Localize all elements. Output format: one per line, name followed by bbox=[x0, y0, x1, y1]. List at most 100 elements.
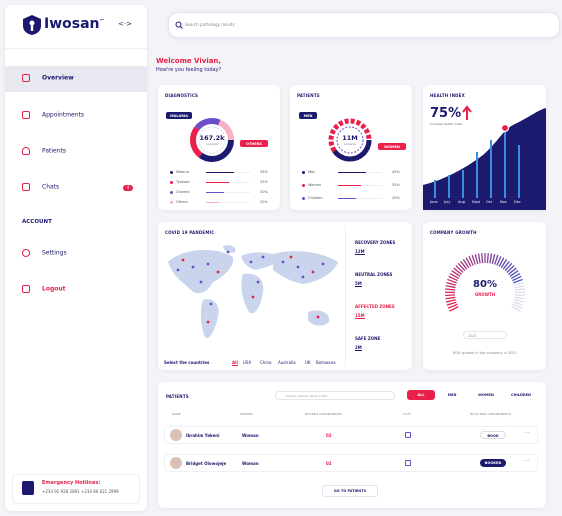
account-heading: ACCOUNT bbox=[22, 219, 52, 225]
brand-name: Iwosan bbox=[44, 16, 100, 32]
legend-value: 25% bbox=[260, 180, 268, 184]
donut bbox=[328, 118, 372, 162]
map-dot bbox=[199, 280, 203, 284]
gauge-tick bbox=[489, 253, 493, 264]
search-icon bbox=[175, 21, 183, 29]
divider bbox=[5, 48, 147, 49]
more-menu[interactable]: ··· bbox=[524, 458, 530, 465]
zone-label: SAFE ZONE bbox=[355, 336, 381, 341]
filter-tab[interactable]: CHILDREN bbox=[511, 393, 531, 397]
hotline-numbers: +234 92 928 2891 +234 60 621 2999 bbox=[42, 489, 119, 494]
select-label: Select the countries bbox=[164, 360, 210, 365]
donut bbox=[190, 118, 234, 162]
gauge-tick bbox=[477, 253, 481, 264]
month-label: Nov bbox=[500, 200, 507, 204]
filter-tab[interactable]: MEN bbox=[447, 393, 457, 397]
gauge-tick bbox=[448, 275, 458, 282]
map-dot bbox=[191, 265, 195, 269]
gauge-tick bbox=[509, 270, 519, 277]
nav-label: Appointments bbox=[42, 111, 85, 119]
map-dot bbox=[176, 268, 180, 272]
map-dot bbox=[321, 262, 325, 266]
health-caption: Increase health index bbox=[430, 122, 463, 126]
gauge bbox=[444, 253, 526, 312]
gauge-tick bbox=[512, 303, 523, 309]
nav-chats[interactable]: Chats bbox=[22, 183, 59, 191]
legend-value: 45% bbox=[392, 170, 400, 174]
nav-settings[interactable]: Settings bbox=[22, 249, 67, 257]
patient-gender: Woman bbox=[242, 461, 259, 466]
hotline-box bbox=[12, 474, 140, 504]
card-title: HEALTH INDEX bbox=[430, 93, 465, 98]
nav-appointments[interactable]: Appointments bbox=[22, 111, 84, 119]
legend-dot bbox=[302, 184, 305, 187]
legend-label: Typhoid bbox=[176, 180, 190, 184]
gauge-tick bbox=[512, 275, 522, 282]
country-option[interactable]: All bbox=[232, 360, 238, 366]
gauge-tick bbox=[471, 254, 476, 265]
gauge-tick bbox=[445, 288, 456, 291]
gauge-tick bbox=[462, 259, 470, 269]
gauge-tick bbox=[498, 257, 505, 267]
nav-patients[interactable]: Patients bbox=[22, 147, 66, 155]
map-dot bbox=[296, 265, 300, 269]
filter-tab[interactable]: ALL bbox=[407, 390, 435, 400]
map-dot bbox=[249, 260, 253, 264]
country-option[interactable]: China bbox=[260, 360, 272, 365]
legend-dot bbox=[302, 171, 305, 174]
month-label: Dec bbox=[514, 200, 521, 204]
gauge-tick bbox=[449, 272, 460, 279]
gauge-tick bbox=[445, 296, 456, 300]
map-dot bbox=[181, 258, 185, 262]
book-button[interactable]: BOOK bbox=[480, 431, 506, 439]
zone-label: AFFECTED ZONES bbox=[355, 304, 395, 309]
legend-track bbox=[206, 191, 250, 193]
patient-name: Ibrahim Yekeni bbox=[186, 433, 220, 438]
gauge-tick bbox=[481, 253, 484, 264]
gauge-tick bbox=[453, 267, 462, 275]
donut-label: patients bbox=[205, 142, 219, 146]
map-dot bbox=[311, 270, 315, 274]
country-option[interactable]: USA bbox=[243, 360, 252, 365]
gauge-tick bbox=[445, 285, 456, 289]
donut-label: patients bbox=[343, 142, 357, 146]
year-select[interactable]: 2021 bbox=[463, 331, 507, 339]
legend-label: Children bbox=[308, 196, 323, 200]
chat-icon[interactable] bbox=[405, 460, 411, 466]
more-menu[interactable]: ··· bbox=[524, 430, 530, 437]
growth-card bbox=[423, 222, 546, 370]
country-option[interactable]: UK bbox=[305, 360, 311, 365]
filter-tab[interactable]: WOMEN bbox=[478, 393, 494, 397]
hotline-title: Emergency Hotlines: bbox=[42, 480, 101, 486]
chat-icon[interactable] bbox=[405, 432, 411, 438]
patient-search[interactable]: Search patient name or file bbox=[275, 391, 395, 400]
gauge-tick bbox=[468, 256, 474, 266]
legend-bar bbox=[206, 191, 224, 193]
avatar bbox=[170, 429, 182, 441]
gauge-tick bbox=[460, 260, 468, 270]
card-title: PATIENTS bbox=[297, 93, 320, 98]
book-button[interactable]: BOOKED bbox=[480, 459, 506, 467]
search-bar[interactable] bbox=[168, 12, 560, 38]
gauge-tick bbox=[486, 253, 489, 264]
month-label: Aug bbox=[458, 200, 465, 204]
map-dot bbox=[261, 255, 265, 259]
nav-label: Logout bbox=[42, 285, 66, 293]
zone-value: 15M bbox=[355, 313, 365, 319]
nav-logout[interactable]: Logout bbox=[22, 285, 66, 293]
country-option[interactable]: Australia bbox=[278, 360, 296, 365]
patient-gender: Woman bbox=[242, 433, 259, 438]
map-dot bbox=[226, 250, 230, 254]
legend-dot bbox=[302, 197, 305, 200]
zone-value: 5M bbox=[355, 281, 362, 287]
nav-overview[interactable]: Overview bbox=[22, 74, 74, 82]
country-option[interactable]: Botswana bbox=[316, 360, 336, 365]
legend-value: 20% bbox=[392, 196, 400, 200]
legend-dot bbox=[170, 191, 173, 194]
map-dot bbox=[216, 270, 220, 274]
legend-value: 35% bbox=[392, 183, 400, 187]
go-to-patients-button[interactable]: GO TO PATIENTS bbox=[322, 485, 378, 497]
collapse-toggle[interactable]: <·> bbox=[118, 20, 132, 28]
row-bg bbox=[164, 454, 538, 472]
